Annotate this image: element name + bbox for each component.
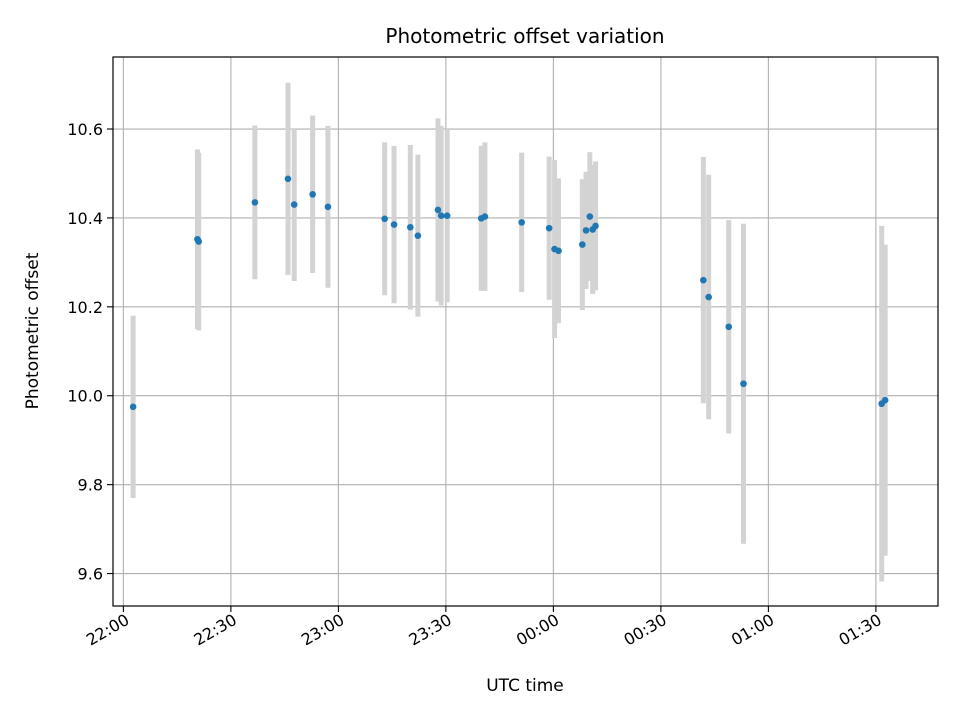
data-point <box>740 380 747 388</box>
data-point <box>381 215 388 223</box>
data-point <box>390 221 398 228</box>
y-tick-label: 9.8 <box>78 476 103 495</box>
y-tick-label: 10.0 <box>67 387 103 406</box>
x-axis-title: UTC time <box>486 676 564 696</box>
data-point <box>129 403 137 411</box>
y-tick-label: 10.2 <box>67 298 103 317</box>
data-point <box>284 175 292 183</box>
y-tick-label: 10.6 <box>67 120 103 139</box>
y-axis-title: Photometric offset <box>23 252 43 409</box>
data-point <box>586 213 594 220</box>
data-point <box>434 206 442 214</box>
data-point <box>705 293 712 301</box>
y-axis-ticks: 9.6 9.8 10.0 10.2 10.4 10.6 <box>67 120 113 584</box>
plot-area-frame <box>112 56 939 607</box>
data-point <box>592 222 599 230</box>
data-point <box>443 212 451 219</box>
data-point <box>700 276 707 284</box>
data-point <box>406 223 414 231</box>
data-point <box>725 323 733 331</box>
data-point <box>437 212 445 219</box>
data-point <box>582 227 590 234</box>
data-point <box>309 191 316 198</box>
y-tick-label: 9.6 <box>78 565 103 584</box>
data-point <box>414 232 422 240</box>
data-point <box>881 396 889 404</box>
data-point <box>579 241 586 248</box>
data-point <box>481 213 489 220</box>
data-point <box>290 201 298 208</box>
data-point <box>195 238 203 245</box>
data-points <box>129 175 889 411</box>
y-tick-label: 10.4 <box>67 209 103 228</box>
data-point <box>518 219 525 226</box>
data-point <box>324 203 332 211</box>
chart-title: Photometric offset variation <box>385 24 664 48</box>
data-point <box>251 199 259 206</box>
data-point <box>555 247 562 255</box>
data-point <box>545 224 553 232</box>
